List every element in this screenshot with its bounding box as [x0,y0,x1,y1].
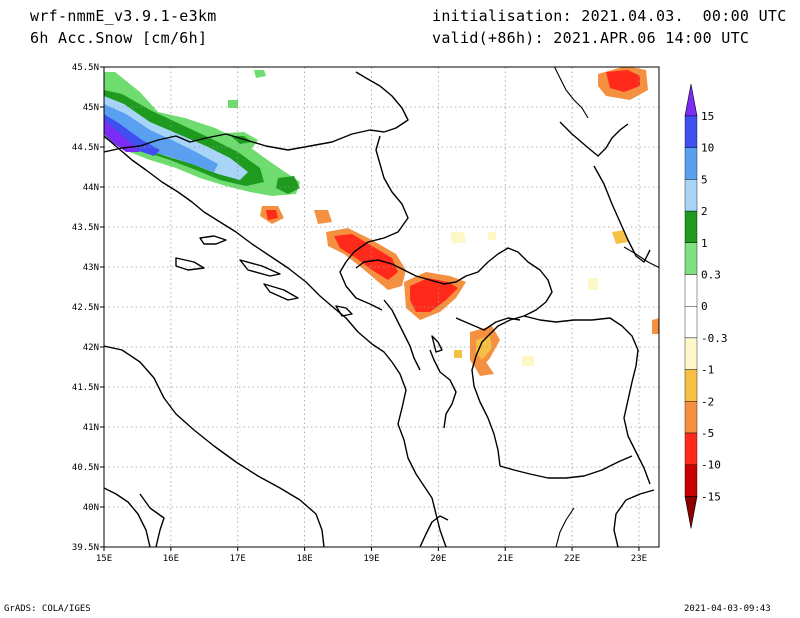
colorbar-box [684,401,698,434]
lat-tick-label: 44N [83,183,99,193]
colorbar-level-label: 1 [701,237,708,250]
colorbar-level-label: 2 [701,205,708,218]
colorbar-box [684,179,698,212]
lon-tick-label: 16E [163,554,179,564]
graticule-grid [104,67,659,547]
lon-tick-label: 19E [363,554,379,564]
latitude-tick-labels: 45.5N 45N 44.5N 44N 43.5N 43N 42.5N 42N 41.5N 41N… [72,63,104,553]
lon-tick-label: 22E [564,554,580,564]
colorbar-box [684,369,698,402]
colorbar-level-label: 0.3 [701,269,721,282]
coastlines-borders [104,71,655,547]
colorbar-box [684,432,698,465]
field-shading [104,67,659,376]
lat-tick-label: 41.5N [72,383,99,393]
colorbar-box [684,464,698,497]
lat-tick-label: 44.5N [72,143,99,153]
colorbar-level-label: -0.3 [701,332,728,345]
lon-tick-label: 18E [296,554,312,564]
colorbar-level-label: 10 [701,142,714,155]
colorbar-legend: 15 10 5 2 1 0.3 0 -0.3 -1 -2 -5 -10 -15 [684,83,728,529]
map-plot-area [104,67,659,547]
lat-tick-label: 40N [83,503,99,513]
plot-timestamp: 2021-04-03-09:43 [684,604,771,614]
colorbar-box [684,147,698,180]
colorbar-level-label: -2 [701,395,714,408]
lat-tick-label: 40.5N [72,463,99,473]
colorbar-level-label: -5 [701,427,714,440]
lat-tick-label: 45N [83,103,99,113]
lat-tick-label: 43N [83,263,99,273]
colorbar-box [684,242,698,275]
colorbar-box [684,306,698,339]
lat-tick-label: 45.5N [72,63,99,73]
lon-tick-label: 20E [430,554,446,564]
lat-tick-label: 43.5N [72,223,99,233]
lon-tick-label: 23E [631,554,647,564]
lat-tick-label: 39.5N [72,543,99,553]
variable-title: 6h Acc.Snow [cm/6h] [30,29,208,47]
lon-tick-label: 17E [230,554,246,564]
valid-time: valid(+86h): 2021.APR.06 14:00 UTC [432,29,750,47]
initialisation-time: initialisation: 2021.04.03. 00:00 UTC [432,7,787,25]
colorbar-level-label: -10 [701,459,721,472]
lat-tick-label: 42.5N [72,303,99,313]
lat-tick-label: 41N [83,423,99,433]
colorbar-box [684,210,698,244]
colorbar-level-label: 0 [701,300,708,313]
longitude-tick-labels: 15E 16E 17E 18E 19E 20E 21E 22E 23E [96,547,647,564]
coastline-detail [553,67,659,547]
colorbar-box [684,115,698,148]
lon-tick-label: 15E [96,554,112,564]
colorbar-level-label: -15 [701,490,721,503]
colorbar-level-label: -1 [701,364,714,377]
colorbar-level-label: 5 [701,173,708,186]
lat-tick-label: 42N [83,343,99,353]
colorbar-bottom-triangle [684,496,698,529]
lon-tick-label: 21E [497,554,513,564]
colorbar-level-label: 15 [701,110,714,123]
grads-credit: GrADS: COLA/IGES [4,604,91,614]
colorbar-box [684,274,698,307]
model-title: wrf-nmmE_v3.9.1-e3km [30,7,217,25]
colorbar-top-triangle [684,83,698,117]
colorbar-box [684,337,698,370]
